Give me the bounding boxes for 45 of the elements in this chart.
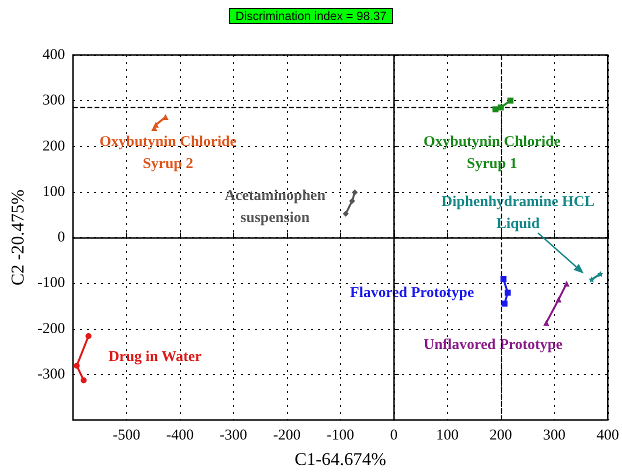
x-tick-label: -200	[273, 428, 301, 444]
point	[492, 106, 498, 112]
point	[152, 122, 159, 128]
point	[502, 300, 508, 307]
series-label: Acetaminophen suspension	[224, 188, 326, 226]
point	[500, 276, 506, 282]
point	[349, 198, 356, 204]
chart-title: Discrimination index = 98.37	[235, 9, 387, 23]
x-tick-label: -100	[326, 428, 354, 444]
text: Diphenhydramine HCL Liquid	[442, 194, 594, 232]
point	[352, 189, 358, 196]
x-tick-label: 400	[596, 428, 619, 444]
point	[507, 98, 514, 104]
y-tick-label: 400	[42, 47, 65, 63]
point	[543, 320, 550, 326]
x-axis-title: C1-64.674%	[294, 449, 386, 469]
y-tick-label: -200	[38, 320, 65, 337]
series-label: Drug in Water	[108, 349, 202, 365]
x-tick-label: 100	[436, 428, 459, 444]
point	[556, 296, 562, 303]
y-axis-title: C2 -20.475%	[8, 190, 28, 286]
point	[74, 362, 80, 369]
point	[80, 377, 87, 384]
x-tick-label: -300	[220, 428, 248, 444]
point	[564, 280, 570, 287]
x-tick-label: -400	[166, 428, 194, 444]
point	[498, 104, 504, 110]
point	[588, 276, 595, 282]
y-tick-label: -100	[38, 275, 65, 292]
y-tick-label: 0	[58, 230, 65, 246]
x-tick-label: 300	[543, 428, 566, 444]
x-tick-label: 0	[390, 428, 398, 444]
x-tick-label: -500	[112, 428, 140, 444]
y-tick-label: 200	[42, 138, 65, 154]
y-tick-label: 300	[42, 92, 65, 109]
y-tick-label: 100	[42, 184, 65, 200]
text: Oxybutynin Chloride Syrup 1	[423, 134, 561, 172]
point	[342, 210, 349, 217]
x-tick-label: 200	[490, 428, 512, 444]
point	[597, 271, 604, 277]
series-label: Oxybutynin Chloride Syrup 2	[99, 134, 237, 172]
y-tick-label: -300	[38, 366, 65, 382]
point	[86, 333, 92, 340]
series-label: Unflavored Prototype	[423, 337, 563, 353]
point	[504, 290, 511, 296]
